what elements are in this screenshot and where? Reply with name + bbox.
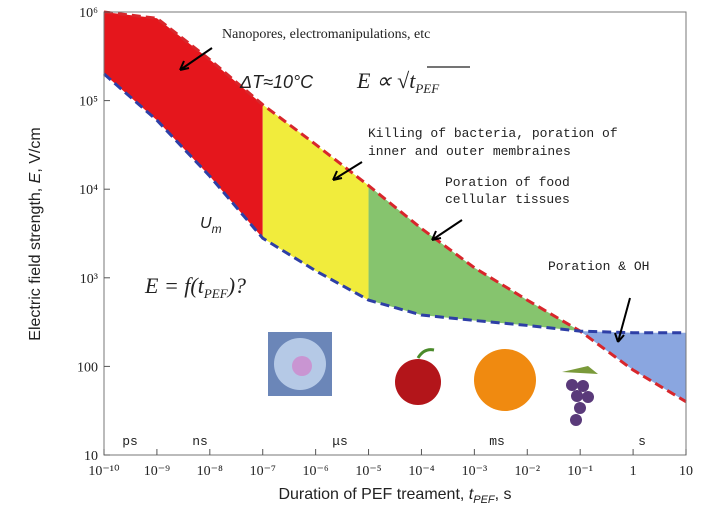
- y-tick-label: 10: [84, 449, 98, 464]
- annotation: E = f(tPEF)?: [144, 273, 246, 301]
- x-tick-label: 10⁻⁷: [250, 464, 276, 479]
- annotation: Nanopores, electromanipulations, etc: [222, 27, 430, 42]
- y-tick-label: 100: [77, 360, 98, 375]
- annotation: Killing of bacteria, poration of inner an…: [368, 126, 618, 159]
- region: [104, 12, 263, 238]
- annotation-line: Killing of bacteria, poration of: [368, 126, 618, 141]
- x-tick-label: 10⁻²: [514, 464, 540, 479]
- annotation: E ∝ √tPEF: [356, 68, 440, 96]
- annotation-part: PEF: [203, 286, 229, 301]
- annotation-part: m: [212, 222, 222, 236]
- y-tick-label: 10⁴: [79, 183, 98, 198]
- x-axis-title-part: , s: [495, 486, 512, 503]
- x-axis-title-part: PEF: [473, 494, 496, 506]
- x-tick-label: 10⁻⁴: [408, 464, 434, 479]
- y-axis-title-part: E: [27, 172, 44, 183]
- arrow: [432, 220, 462, 240]
- x-tick-label: 10⁻¹: [567, 464, 593, 479]
- annotation-part: U: [200, 215, 212, 232]
- y-axis-title: Electric field strength, E, V/cm: [27, 127, 44, 340]
- annotation-part: E = f(: [144, 273, 199, 298]
- time-unit-label: ns: [192, 434, 208, 449]
- x-tick-label: 10⁻⁸: [197, 464, 223, 479]
- x-tick-label: 10⁻⁵: [355, 464, 381, 479]
- y-axis-title-part: Electric field strength,: [27, 183, 44, 340]
- annotation-line: inner and outer membraines: [368, 144, 571, 159]
- region: [263, 105, 369, 300]
- grapes-image: [562, 366, 598, 426]
- y-tick-label: 10⁵: [79, 95, 98, 110]
- annotation-line: Poration of food: [445, 175, 570, 190]
- x-tick-label: 10⁻³: [462, 464, 488, 479]
- apple-image: [395, 350, 441, 405]
- x-tick-label: 10⁻⁶: [302, 464, 328, 479]
- x-axis-title: Duration of PEF treament, tPEF, s: [278, 486, 511, 506]
- time-unit-label: ps: [122, 434, 138, 449]
- x-tick-label: 10⁻⁹: [144, 464, 170, 479]
- y-tick-label: 10³: [80, 272, 98, 287]
- annotation: ΔT≈10°C: [239, 72, 314, 92]
- x-tick-label: 1: [630, 464, 637, 479]
- time-unit-label: ms: [489, 434, 505, 449]
- x-axis-title-part: Duration of PEF treament,: [278, 486, 468, 503]
- time-unit-label: μs: [332, 434, 348, 449]
- orange-image: [474, 349, 536, 411]
- annotation-part: PEF: [414, 81, 440, 96]
- cell-image: [268, 332, 332, 396]
- annotation: Poration & OH: [548, 259, 649, 274]
- annotation-line: cellular tissues: [445, 192, 570, 207]
- time-unit-label: s: [638, 434, 646, 449]
- y-axis-title-part: , V/cm: [27, 127, 44, 172]
- annotation-part: E ∝ √: [356, 68, 410, 93]
- x-tick-label: 10: [679, 464, 693, 479]
- annotation: Poration of food cellular tissues: [445, 175, 570, 207]
- annotation: Um: [200, 215, 222, 236]
- x-tick-label: 10⁻¹⁰: [88, 464, 120, 479]
- annotation-part: )?: [226, 273, 246, 298]
- chart: Nanopores, electromanipulations, etc ΔT≈…: [0, 0, 708, 511]
- y-tick-label: 10⁶: [79, 6, 98, 21]
